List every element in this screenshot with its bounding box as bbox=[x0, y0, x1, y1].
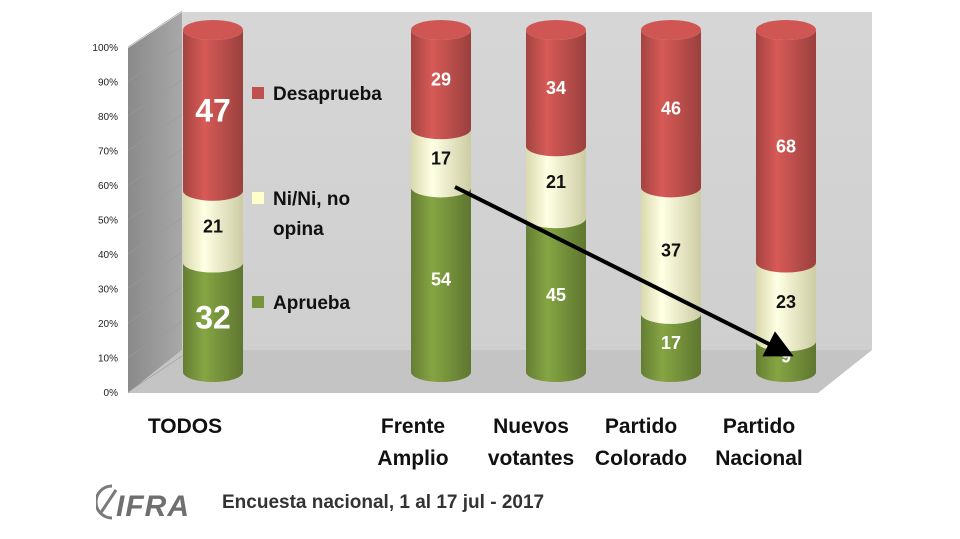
bar-segment bbox=[756, 30, 816, 273]
x-tick-label: Amplio bbox=[377, 447, 448, 470]
legend-label: opina bbox=[273, 219, 324, 240]
bar-top-cap bbox=[526, 20, 586, 40]
y-tick-label: 10% bbox=[98, 354, 118, 365]
legend-label: Aprueba bbox=[273, 293, 351, 314]
x-tick-label: Partido bbox=[605, 415, 677, 438]
bar-top-cap bbox=[183, 20, 243, 40]
bar-segment bbox=[183, 190, 244, 273]
gridline bbox=[127, 252, 183, 289]
legend: Desaprueba Ni/Ni, no opina Aprueba bbox=[252, 84, 382, 314]
data-label: 32 bbox=[195, 299, 231, 335]
bar-segment bbox=[756, 262, 816, 352]
gridline bbox=[127, 321, 183, 358]
x-tick-label: Colorado bbox=[595, 447, 687, 470]
legend-item: Aprueba bbox=[252, 293, 351, 314]
data-label: 9 bbox=[781, 347, 791, 367]
gridlines bbox=[127, 10, 183, 393]
bar-segment bbox=[411, 30, 471, 140]
bar-segment bbox=[641, 30, 701, 198]
bar-stack: 54 17 29 bbox=[411, 20, 471, 382]
legend-swatch bbox=[252, 296, 264, 308]
footer-survey-note: Encuesta nacional, 1 al 17 jul - 2017 bbox=[222, 492, 545, 513]
gridline bbox=[127, 79, 183, 117]
legend-item: Desaprueba bbox=[252, 84, 382, 105]
data-label: 34 bbox=[546, 78, 566, 98]
cifra-logo: IFRA bbox=[96, 484, 188, 523]
legend-label: Ni/Ni, no bbox=[273, 189, 350, 210]
data-label: 21 bbox=[203, 217, 223, 237]
legend-label: Desaprueba bbox=[273, 84, 382, 105]
gridline bbox=[127, 10, 183, 48]
gridline bbox=[127, 114, 183, 151]
bar-stack: 32 21 47 bbox=[183, 20, 244, 382]
x-axis-labels: TODOS Frente Amplio Nuevos votantes Partido Co… bbox=[148, 415, 803, 470]
svg-text:IFRA: IFRA bbox=[116, 490, 188, 523]
x-tick-label: TODOS bbox=[148, 415, 222, 438]
data-label: 37 bbox=[661, 241, 681, 261]
legend-swatch bbox=[252, 192, 264, 204]
arrow-line bbox=[454, 185, 794, 357]
bar-top-cap bbox=[411, 20, 471, 40]
bars: 32 21 47 54 17 29 45 21 34 17 37 46 9 23 68 bbox=[183, 20, 816, 382]
y-tick-label: 30% bbox=[98, 285, 118, 296]
data-label: 45 bbox=[546, 285, 566, 305]
data-label: 17 bbox=[661, 333, 681, 353]
gridline bbox=[127, 45, 183, 82]
data-label: 21 bbox=[546, 172, 566, 192]
bar-top-cap bbox=[756, 20, 816, 40]
legend-item: Ni/Ni, no opina bbox=[252, 189, 350, 240]
bar-stack: 45 21 34 bbox=[526, 20, 586, 382]
bar-stack: 17 37 46 bbox=[641, 20, 701, 382]
bar-segment bbox=[411, 129, 471, 198]
y-axis-ticks: 0% 10% 20% 30% 40% 50% 60% 70% 80% 90% 100% bbox=[92, 43, 118, 399]
data-label: 68 bbox=[776, 136, 796, 156]
data-label: 29 bbox=[431, 70, 451, 90]
bar-segment bbox=[183, 30, 244, 201]
y-tick-label: 90% bbox=[98, 78, 118, 89]
gridline bbox=[127, 355, 183, 393]
gridline bbox=[127, 148, 183, 186]
x-tick-label: Nuevos bbox=[493, 415, 569, 438]
bar-stack: 9 23 68 bbox=[756, 20, 816, 382]
y-tick-label: 50% bbox=[98, 216, 118, 227]
side-wall bbox=[128, 12, 182, 393]
gridline bbox=[127, 217, 183, 255]
bar-top-cap bbox=[641, 20, 701, 40]
y-tick-label: 100% bbox=[92, 43, 118, 54]
data-label: 23 bbox=[776, 292, 796, 312]
legend-swatch bbox=[252, 87, 264, 99]
bar-segment bbox=[526, 218, 586, 382]
bar-segment bbox=[411, 187, 471, 382]
bar-segment bbox=[641, 313, 701, 382]
y-tick-label: 20% bbox=[98, 319, 118, 330]
data-label: 54 bbox=[431, 270, 451, 290]
data-label: 47 bbox=[195, 92, 231, 128]
trend-arrow bbox=[454, 185, 794, 357]
data-label: 46 bbox=[661, 99, 681, 119]
bar-segment bbox=[526, 146, 586, 229]
y-tick-label: 80% bbox=[98, 112, 118, 123]
y-tick-label: 70% bbox=[98, 147, 118, 158]
y-tick-label: 40% bbox=[98, 250, 118, 261]
x-tick-label: Partido bbox=[723, 415, 795, 438]
y-tick-label: 60% bbox=[98, 181, 118, 192]
x-tick-label: votantes bbox=[488, 447, 574, 470]
bar-segment bbox=[183, 262, 244, 382]
gridline bbox=[127, 183, 183, 220]
y-tick-label: 0% bbox=[104, 388, 119, 399]
data-label: 17 bbox=[431, 148, 451, 168]
x-tick-label: Nacional bbox=[715, 447, 803, 470]
bar-segment bbox=[526, 30, 586, 157]
x-tick-label: Frente bbox=[381, 415, 445, 438]
gridline bbox=[127, 286, 183, 324]
